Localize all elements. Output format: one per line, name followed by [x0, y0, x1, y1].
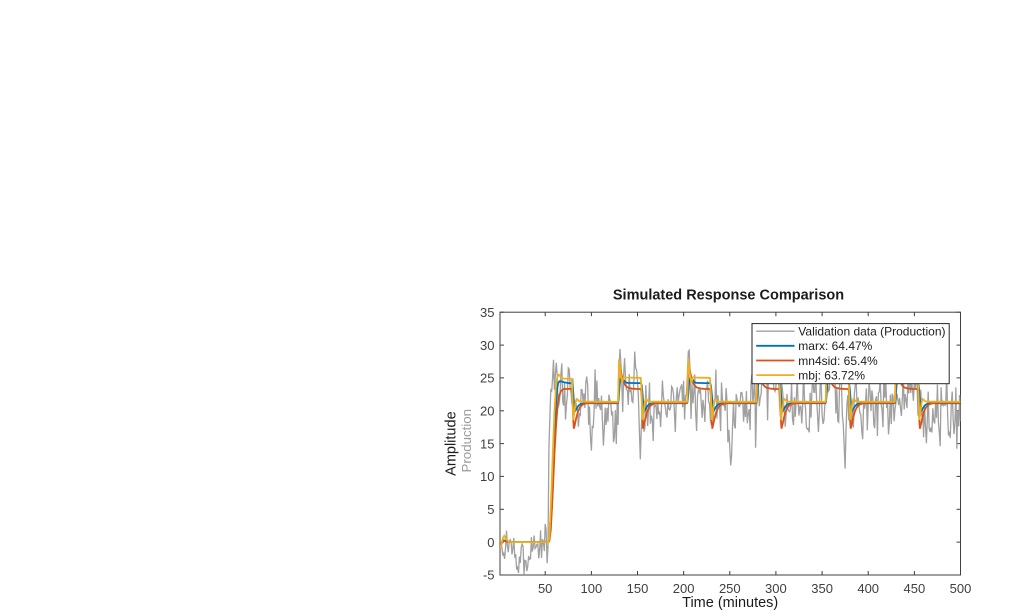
svg-text:Simulated Response Comparison: Simulated Response Comparison	[613, 288, 844, 304]
svg-text:500: 500	[950, 581, 972, 596]
svg-text:20: 20	[480, 403, 494, 418]
svg-text:0: 0	[487, 535, 494, 550]
svg-text:Production: Production	[459, 409, 474, 473]
svg-text:mbj: 63.72%: mbj: 63.72%	[798, 368, 865, 382]
svg-text:200: 200	[673, 581, 695, 596]
svg-text:5: 5	[487, 502, 494, 517]
svg-text:300: 300	[765, 581, 787, 596]
svg-text:-5: -5	[483, 568, 495, 583]
svg-text:150: 150	[627, 581, 649, 596]
svg-text:30: 30	[480, 338, 494, 353]
svg-text:10: 10	[480, 469, 494, 484]
svg-text:mn4sid: 65.4%: mn4sid: 65.4%	[798, 354, 878, 368]
svg-text:marx: 64.47%: marx: 64.47%	[798, 339, 872, 353]
svg-text:50: 50	[538, 581, 552, 596]
svg-text:25: 25	[480, 371, 494, 386]
svg-text:Amplitude: Amplitude	[444, 411, 460, 475]
svg-text:100: 100	[581, 581, 603, 596]
svg-text:450: 450	[904, 581, 926, 596]
svg-text:35: 35	[480, 305, 494, 320]
svg-text:350: 350	[811, 581, 833, 596]
svg-text:15: 15	[480, 436, 494, 451]
svg-text:Validation data (Production): Validation data (Production)	[798, 325, 945, 339]
svg-text:250: 250	[719, 581, 741, 596]
svg-text:Time (minutes): Time (minutes)	[682, 595, 778, 611]
svg-text:400: 400	[857, 581, 879, 596]
